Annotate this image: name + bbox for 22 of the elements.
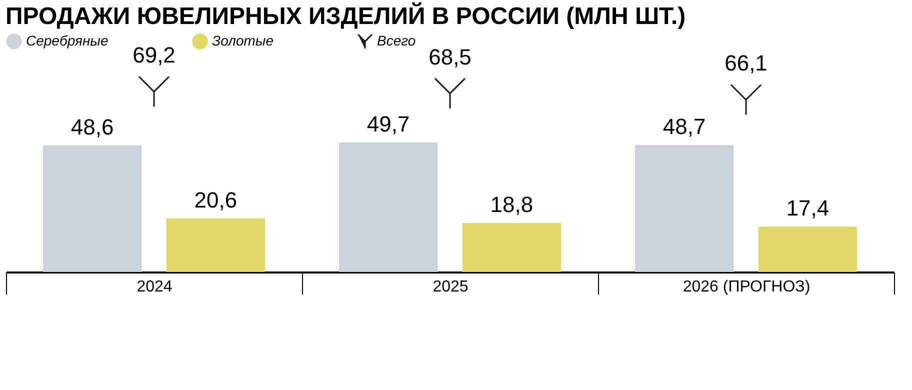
bar <box>635 145 734 272</box>
data-label: 68,5 <box>428 44 472 70</box>
data-label: 69,2 <box>132 42 176 68</box>
data-label: 48,7 <box>662 114 706 140</box>
legend-label: Золотые <box>212 32 274 48</box>
x-tick-label: 2024 <box>136 278 172 296</box>
x-tick-label: 2026 (ПРОГНОЗ) <box>682 278 810 296</box>
data-label: 49,7 <box>366 111 410 136</box>
data-label: 48,6 <box>70 114 114 140</box>
bar <box>758 226 857 272</box>
data-label: 17,4 <box>786 196 830 221</box>
x-tick-label: 2025 <box>432 278 468 296</box>
chart-title: ПРОДАЖИ ЮВЕЛИРНЫХ ИЗДЕЛИЙ В РОССИИ (МЛН ШТ.) <box>6 2 686 30</box>
data-label: 18,8 <box>490 192 534 217</box>
legend-label: Всего <box>377 32 416 48</box>
legend-label: Серебряные <box>26 32 108 48</box>
data-label: 66,1 <box>724 50 768 76</box>
bar <box>462 223 561 272</box>
data-label: 20,6 <box>194 187 238 212</box>
bar <box>166 218 265 272</box>
bar <box>339 142 438 272</box>
bar <box>43 145 142 272</box>
